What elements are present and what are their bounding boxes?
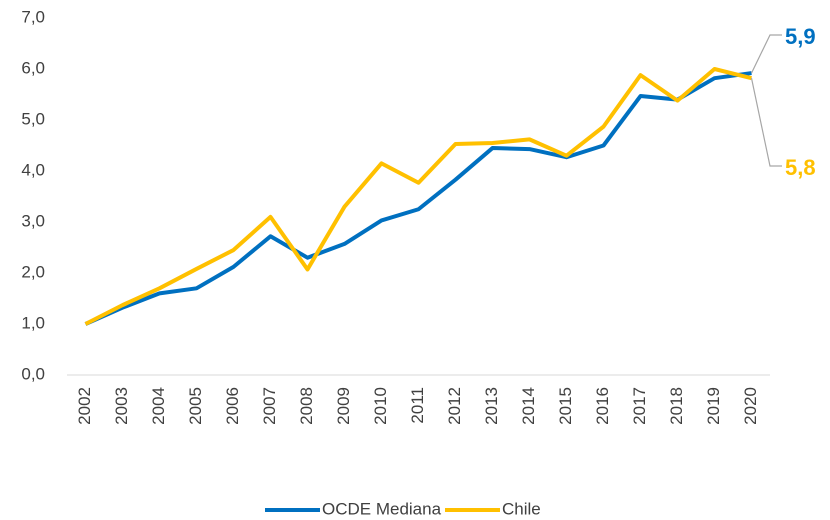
y-tick-label: 3,0 — [21, 211, 45, 230]
y-tick-label: 2,0 — [21, 262, 45, 281]
x-tick-label: 2006 — [223, 387, 242, 425]
x-tick-label: 2012 — [445, 387, 464, 425]
value-label: 5,8 — [785, 155, 816, 180]
x-tick-label: 2008 — [297, 387, 316, 425]
value-label: 5,9 — [785, 24, 816, 49]
x-tick-label: 2014 — [519, 387, 538, 425]
x-tick-label: 2009 — [334, 387, 353, 425]
x-tick-label: 2005 — [186, 387, 205, 425]
x-tick-label: 2020 — [741, 387, 760, 425]
y-tick-label: 5,0 — [21, 109, 45, 128]
x-tick-label: 2018 — [667, 387, 686, 425]
line — [84, 67, 752, 326]
x-tick-label: 2002 — [75, 387, 94, 425]
legend-label: OCDE Mediana — [322, 499, 442, 518]
line — [84, 71, 752, 326]
y-tick-label: 4,0 — [21, 160, 45, 179]
y-tick-label: 1,0 — [21, 313, 45, 332]
x-tick-label: 2011 — [408, 387, 427, 424]
leader-line — [750, 78, 782, 167]
legend-label: Chile — [502, 499, 541, 518]
x-tick-label: 2004 — [149, 387, 168, 425]
x-tick-label: 2013 — [482, 387, 501, 425]
y-tick-label: 6,0 — [21, 58, 45, 77]
leader-line — [750, 34, 782, 74]
y-tick-label: 0,0 — [21, 364, 45, 383]
x-tick-label: 2016 — [593, 387, 612, 425]
x-tick-label: 2010 — [371, 387, 390, 425]
x-tick-label: 2019 — [704, 387, 723, 425]
x-tick-label: 2017 — [630, 387, 649, 425]
x-tick-label: 2015 — [556, 387, 575, 425]
x-tick-label: 2003 — [112, 387, 131, 425]
y-tick-label: 7,0 — [21, 7, 45, 26]
x-tick-label: 2007 — [260, 387, 279, 425]
